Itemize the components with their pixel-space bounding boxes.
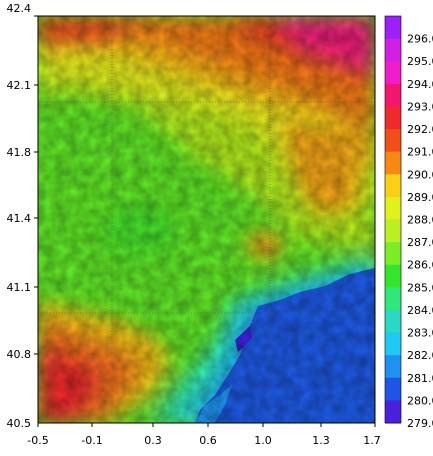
colorbar-label: 285.0 bbox=[407, 281, 433, 294]
x-tick-label: 1.3 bbox=[312, 434, 330, 447]
x-ticks bbox=[37, 423, 376, 427]
colorbar-swatch bbox=[385, 16, 401, 40]
colorbar-swatch bbox=[385, 106, 401, 130]
colorbar-label: 296.0 bbox=[407, 33, 433, 46]
colorbar-swatch bbox=[385, 287, 401, 311]
y-ticks bbox=[34, 15, 38, 355]
colorbar-label: 283.0 bbox=[407, 327, 433, 340]
colorbar-swatch bbox=[385, 264, 401, 288]
colorbar-swatch bbox=[385, 332, 401, 356]
x-tick-label: 1.7 bbox=[363, 434, 381, 447]
colorbar-label: 289.0 bbox=[407, 191, 433, 204]
colorbar-swatch bbox=[385, 174, 401, 198]
colorbar-label: 290.0 bbox=[407, 168, 433, 181]
colorbar-label: 279.0 bbox=[407, 417, 433, 430]
colorbar-frame bbox=[384, 15, 402, 424]
y-tick-label: 41.1 bbox=[7, 281, 32, 294]
colorbar-swatch bbox=[385, 196, 401, 220]
colorbar-swatch bbox=[385, 219, 401, 243]
x-tick-label: -0.5 bbox=[27, 434, 48, 447]
colorbar-swatch bbox=[385, 309, 401, 334]
colorbar-label: 280.0 bbox=[407, 394, 433, 407]
plot-frame bbox=[37, 15, 376, 424]
x-tick-label: 0.6 bbox=[199, 434, 217, 447]
y-tick-label: 40.5 bbox=[7, 417, 32, 430]
colorbar-swatch bbox=[385, 242, 401, 266]
colorbar-swatch bbox=[385, 129, 401, 153]
colorbar-label: 292.0 bbox=[407, 123, 433, 136]
colorbar-label: 288.0 bbox=[407, 214, 433, 227]
x-tick-label: 0.3 bbox=[144, 434, 162, 447]
x-tick-label: 1.0 bbox=[254, 434, 272, 447]
colorbar: 296.0 295.0 294.0 293.0 292.0 291.0 290.0 289.0… bbox=[384, 15, 433, 430]
y-tick-label: 40.8 bbox=[7, 348, 32, 361]
colorbar-label: 295.0 bbox=[407, 55, 433, 68]
y-tick-label: 41.8 bbox=[7, 146, 32, 159]
colorbar-label: 294.0 bbox=[407, 78, 433, 91]
colorbar-label: 291.0 bbox=[407, 146, 433, 159]
colorbar-swatch bbox=[385, 83, 401, 107]
colorbar-swatch bbox=[385, 38, 401, 62]
y-tick-label: 42.4 bbox=[7, 2, 32, 15]
temperature-field bbox=[38, 16, 375, 423]
colorbar-swatch bbox=[385, 377, 401, 401]
colorbar-label: 287.0 bbox=[407, 236, 433, 249]
x-tick-label: -0.1 bbox=[81, 434, 102, 447]
colorbar-swatch bbox=[385, 400, 401, 424]
grid-lines bbox=[38, 16, 375, 423]
colorbar-swatch bbox=[385, 61, 401, 85]
colorbar-label: 282.0 bbox=[407, 349, 433, 362]
colorbar-swatch bbox=[385, 355, 401, 379]
colorbar-swatch bbox=[385, 151, 401, 175]
colorbar-label: 284.0 bbox=[407, 304, 433, 317]
colorbar-label: 286.0 bbox=[407, 259, 433, 272]
y-tick-label: 42.1 bbox=[7, 79, 32, 92]
y-tick-label: 41.4 bbox=[7, 212, 32, 225]
colorbar-label: 293.0 bbox=[407, 100, 433, 113]
colorbar-label: 281.0 bbox=[407, 372, 433, 385]
